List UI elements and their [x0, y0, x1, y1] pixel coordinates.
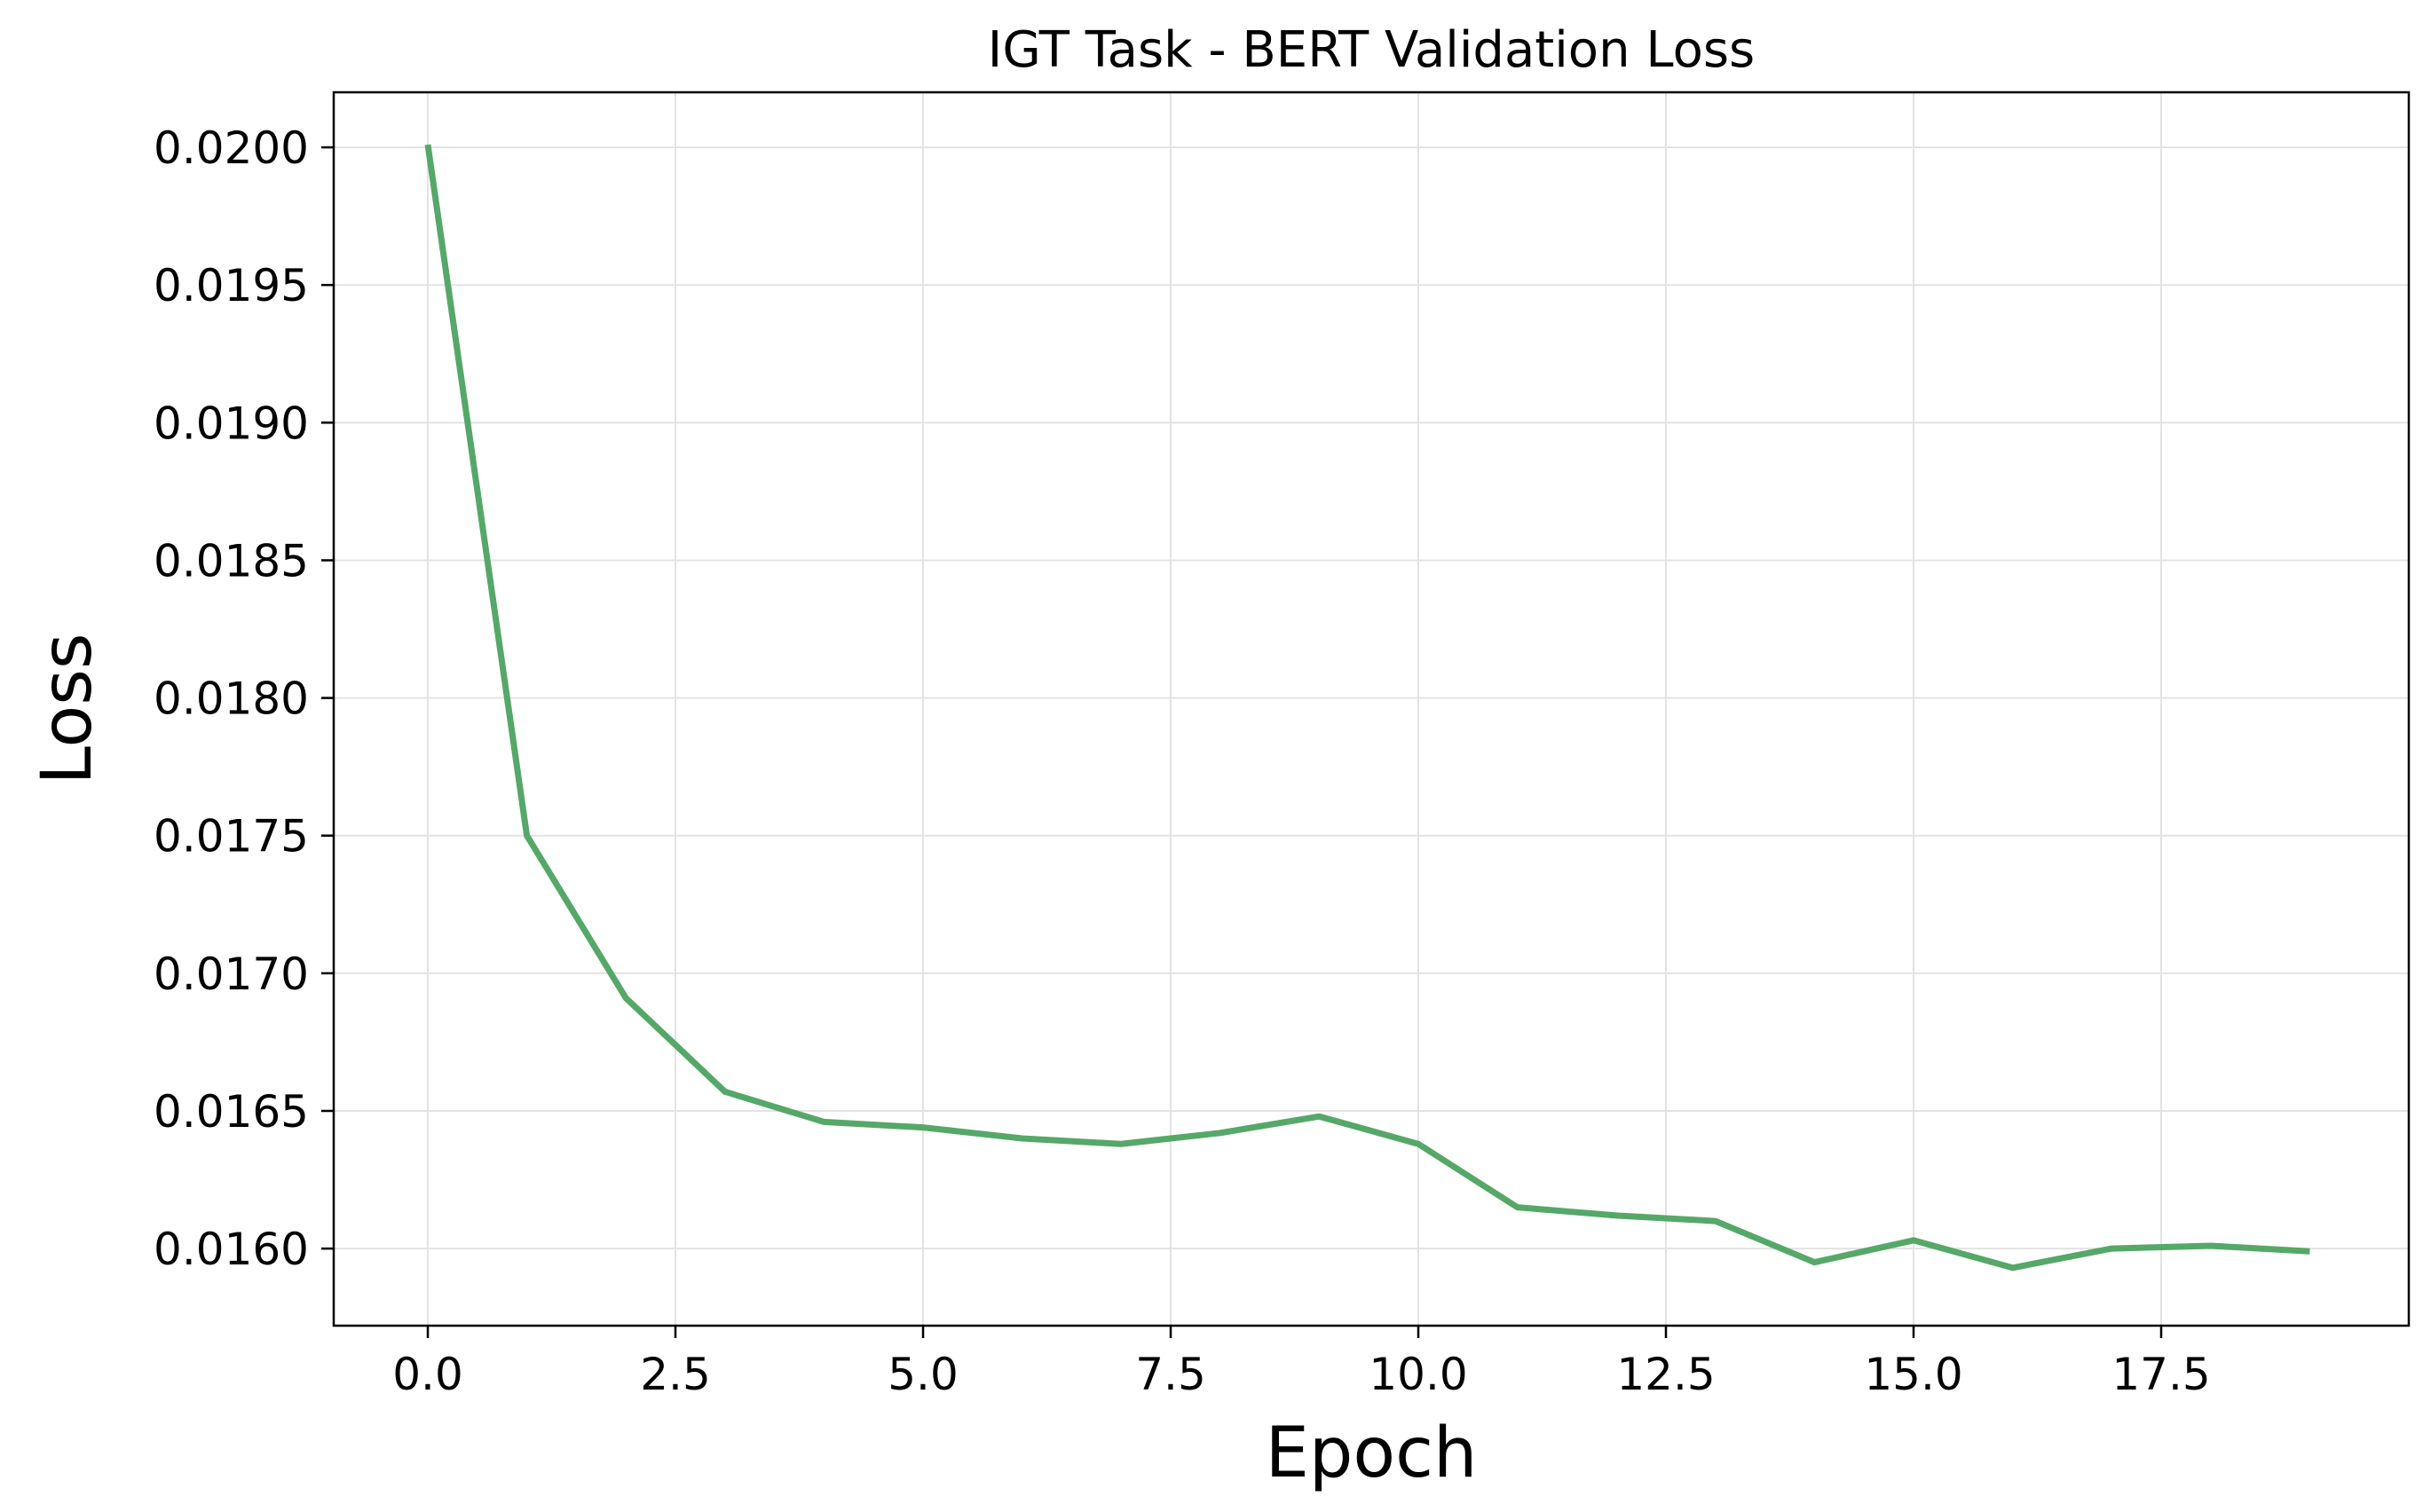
x-tick-label: 12.5: [1616, 1349, 1715, 1400]
y-tick-label: 0.0200: [154, 122, 309, 174]
chart-title: IGT Task - BERT Validation Loss: [988, 21, 1755, 79]
y-tick-label: 0.0160: [154, 1224, 309, 1275]
series-layer: [424, 144, 2310, 1272]
x-tick-label: 15.0: [1864, 1349, 1962, 1400]
y-axis-ticks: 0.0160 0.0165 0.0170 0.0175 0.0180 0.0185 0.01…: [154, 122, 334, 1275]
x-tick-label: 5.0: [888, 1349, 959, 1400]
x-tick-label: 10.0: [1369, 1349, 1467, 1400]
y-tick-label: 0.0185: [154, 535, 309, 587]
series-line-0: [424, 144, 2310, 1272]
grid-lines: [334, 92, 2409, 1326]
x-tick-label: 2.5: [640, 1349, 711, 1400]
y-tick-label: 0.0190: [154, 398, 309, 449]
x-axis-title: Epoch: [1266, 1414, 1478, 1493]
x-tick-label: 0.0: [392, 1349, 463, 1400]
x-axis-ticks: 0.0 2.5 5.0 7.5 10.0 12.5 15.0 17.5: [392, 1326, 2211, 1400]
x-tick-label: 7.5: [1135, 1349, 1206, 1400]
plot-frame: [332, 91, 2411, 1327]
y-tick-label: 0.0180: [154, 673, 309, 725]
y-tick-label: 0.0175: [154, 811, 309, 862]
x-tick-label: 17.5: [2111, 1349, 2210, 1400]
y-tick-label: 0.0165: [154, 1086, 309, 1138]
y-tick-label: 0.0170: [154, 949, 309, 1000]
y-axis-title: Loss: [28, 633, 107, 784]
y-tick-label: 0.0195: [154, 260, 309, 311]
